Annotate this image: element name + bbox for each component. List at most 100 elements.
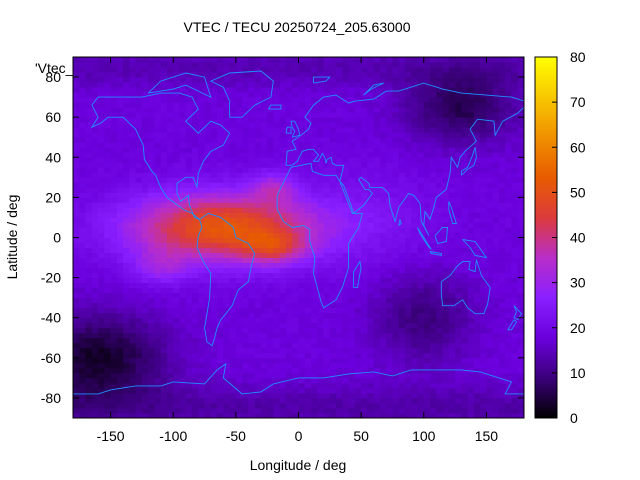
heatmap-cell [511,372,519,379]
heatmap-cell [417,332,425,339]
heatmap-cell [373,282,381,289]
heatmap-cell [317,257,324,263]
heatmap-cell [323,162,331,168]
heatmap-cell [160,172,168,178]
heatmap-cell [160,82,168,88]
heatmap-cell [79,157,86,163]
heatmap-cell [235,267,243,273]
heatmap-cell [135,317,143,324]
heatmap-cell [323,227,331,233]
heatmap-cell [179,307,187,314]
heatmap-cell [442,337,450,344]
heatmap-cell [210,157,218,163]
heatmap-cell [204,162,212,168]
heatmap-cell [336,327,343,334]
heatmap-cell [311,167,318,173]
heatmap-cell [223,157,230,163]
heatmap-cell [254,92,262,98]
heatmap-cell [473,222,481,228]
heatmap-cell [367,267,375,273]
heatmap-cell [104,242,111,248]
heatmap-cell [160,142,168,148]
heatmap-cell [392,402,400,409]
heatmap-cell [173,267,180,273]
heatmap-cell [348,242,356,248]
heatmap-cell [492,282,500,289]
heatmap-cell [267,187,274,193]
heatmap-cell [166,322,174,329]
heatmap-cell [348,72,356,78]
heatmap-cell [91,137,99,143]
heatmap-cell [223,212,230,218]
heatmap-cell [517,177,525,183]
heatmap-cell [386,77,393,83]
heatmap-cell [323,197,331,203]
heatmap-cell [242,147,249,153]
heatmap-cell [486,122,494,128]
heatmap-cell [116,352,124,359]
heatmap-cell [348,97,356,103]
heatmap-cell [154,377,162,384]
heatmap-cell [423,372,431,379]
heatmap-cell [505,277,512,284]
heatmap-cell [110,402,118,409]
heatmap-cell [217,372,224,379]
heatmap-cell [392,137,400,143]
heatmap-cell [235,377,243,384]
heatmap-cell [311,77,318,83]
heatmap-cell [179,292,187,299]
heatmap-cell [492,122,500,128]
heatmap-cell [229,127,237,133]
heatmap-cell [79,297,86,304]
heatmap-cell [486,262,494,268]
heatmap-cell [448,142,456,148]
heatmap-cell [379,122,387,128]
heatmap-cell [373,307,381,314]
heatmap-cell [129,367,137,374]
heatmap-cell [404,127,412,133]
heatmap-cell [192,132,199,138]
heatmap-cell [104,197,111,203]
heatmap-cell [480,167,487,173]
heatmap-cell [304,207,312,213]
heatmap-cell [229,247,237,253]
heatmap-cell [110,142,118,148]
heatmap-cell [354,327,362,334]
heatmap-cell [430,407,437,414]
heatmap-cell [279,137,287,143]
heatmap-cell [336,387,343,394]
heatmap-cell [235,157,243,163]
heatmap-cell [367,227,375,233]
heatmap-cell [198,242,205,248]
heatmap-cell [204,237,212,243]
heatmap-cell [342,112,350,118]
heatmap-cell [492,102,500,108]
heatmap-cell [85,187,93,193]
heatmap-cell [455,167,462,173]
heatmap-cell [448,97,456,103]
heatmap-cell [223,182,230,188]
heatmap-cell [442,142,450,148]
heatmap-cell [135,372,143,379]
heatmap-cell [329,137,337,143]
heatmap-cell [279,207,287,213]
heatmap-cell [417,182,425,188]
heatmap-cell [185,102,193,108]
heatmap-cell [373,372,381,379]
heatmap-cell [298,382,306,389]
heatmap-cell [160,152,168,158]
heatmap-cell [404,102,412,108]
heatmap-cell [292,192,299,198]
heatmap-cell [411,122,418,128]
heatmap-cell [91,132,99,138]
heatmap-cell [110,272,118,279]
heatmap-cell [417,252,425,258]
heatmap-cell [260,167,268,173]
heatmap-cell [354,167,362,173]
heatmap-cell [79,302,86,309]
heatmap-cell [123,222,130,228]
heatmap-cell [354,407,362,414]
heatmap-cell [267,372,274,379]
heatmap-cell [386,382,393,389]
heatmap-cell [248,402,256,409]
